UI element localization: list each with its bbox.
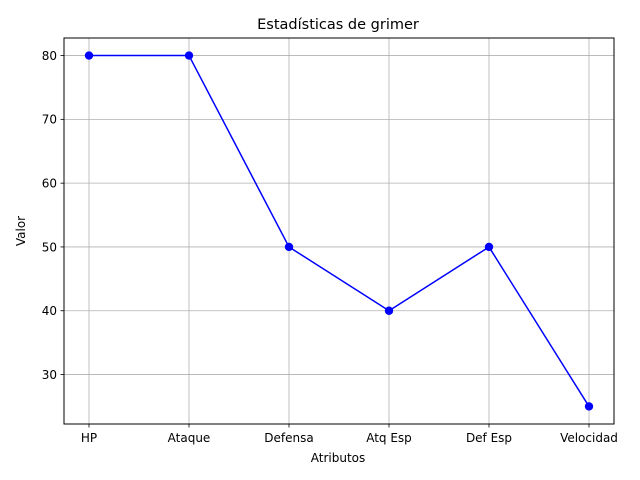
x-tick-label: Defensa <box>264 431 313 445</box>
y-tick-label: 50 <box>42 240 57 254</box>
x-tick-label: Ataque <box>168 431 211 445</box>
x-tick-label: Velocidad <box>560 431 618 445</box>
x-tick-label: Atq Esp <box>366 431 412 445</box>
data-point <box>284 242 294 252</box>
data-point <box>484 242 494 252</box>
data-point <box>184 51 194 60</box>
plot-frame <box>63 37 615 425</box>
data-point <box>584 402 594 411</box>
data-point <box>84 51 94 60</box>
x-tick-label: HP <box>81 431 97 445</box>
x-tick-label: Def Esp <box>466 431 512 445</box>
y-tick-label: 70 <box>42 113 57 127</box>
y-axis-ticks: 30 40 50 60 70 80 <box>42 49 64 382</box>
series-layer <box>84 51 594 411</box>
x-axis-label: Atributos <box>311 451 366 465</box>
series-line <box>89 54 590 407</box>
y-axis-label: Valor <box>14 216 28 246</box>
data-point <box>384 306 394 315</box>
y-tick-label: 30 <box>42 368 57 382</box>
y-tick-label: 40 <box>42 304 57 318</box>
chart-title: Estadísticas de grimer <box>257 17 419 33</box>
y-tick-label: 80 <box>42 49 57 63</box>
y-tick-label: 60 <box>42 176 57 190</box>
x-axis-ticks: HP Ataque Defensa Atq Esp Def Esp Velocidad <box>81 424 618 445</box>
